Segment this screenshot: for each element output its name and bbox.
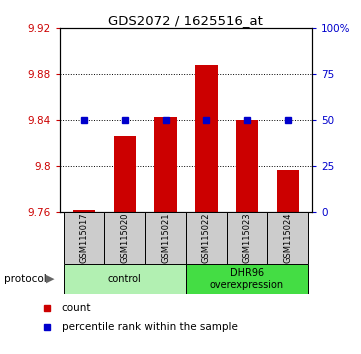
- Text: protocol: protocol: [4, 274, 46, 284]
- Bar: [186, 264, 308, 294]
- Title: GDS2072 / 1625516_at: GDS2072 / 1625516_at: [108, 14, 264, 27]
- Bar: [64, 264, 186, 294]
- Bar: [114, 136, 136, 212]
- Bar: [195, 65, 217, 212]
- Text: control: control: [108, 274, 142, 284]
- Text: GSM115017: GSM115017: [79, 213, 88, 263]
- Bar: [236, 120, 258, 212]
- Text: count: count: [62, 303, 91, 313]
- Text: GSM115020: GSM115020: [120, 213, 129, 263]
- Bar: [145, 212, 186, 264]
- Text: GSM115022: GSM115022: [202, 213, 211, 263]
- Text: ▶: ▶: [46, 274, 55, 284]
- Bar: [227, 212, 268, 264]
- Bar: [104, 212, 145, 264]
- Text: GSM115021: GSM115021: [161, 213, 170, 263]
- Bar: [155, 117, 177, 212]
- Bar: [64, 212, 104, 264]
- Bar: [186, 212, 227, 264]
- Text: GSM115024: GSM115024: [283, 213, 292, 263]
- Text: DHR96
overexpression: DHR96 overexpression: [210, 268, 284, 290]
- Text: percentile rank within the sample: percentile rank within the sample: [62, 322, 238, 332]
- Bar: [73, 210, 95, 212]
- Text: GSM115023: GSM115023: [243, 213, 252, 263]
- Bar: [277, 170, 299, 212]
- Bar: [268, 212, 308, 264]
